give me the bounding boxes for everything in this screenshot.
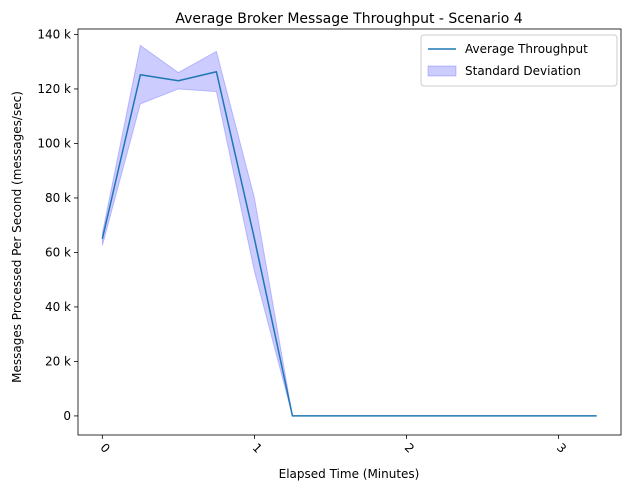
legend: Average Throughput Standard Deviation: [420, 34, 618, 87]
x-axis-label: Elapsed Time (Minutes): [279, 467, 420, 481]
chart-title: Average Broker Message Throughput - Scen…: [175, 11, 522, 27]
y-tick-label: 140 k: [37, 27, 71, 41]
y-tick-label: 100 k: [37, 136, 71, 150]
legend-average-throughput-label: Average Throughput: [465, 42, 588, 56]
y-tick-label: 40 k: [45, 300, 71, 314]
legend-standard-deviation-swatch: [427, 65, 457, 77]
y-tick-label: 80 k: [45, 191, 71, 205]
y-axis-ticks: 0 20 k 40 k 60 k 80 k 100 k 120 k 140 k: [37, 27, 78, 423]
plot-area: [101, 44, 597, 417]
y-axis-label: Messages Processed Per Second (messages/…: [10, 91, 24, 383]
y-tick-label: 20 k: [45, 354, 71, 368]
average-throughput-line: [101, 71, 597, 417]
x-tick-label: 1: [250, 441, 265, 456]
legend-standard-deviation-label: Standard Deviation: [465, 64, 581, 78]
y-tick-label: 0: [63, 409, 71, 423]
plot-frame: [77, 28, 622, 436]
x-tick-label: 3: [554, 441, 569, 456]
x-tick-label: 2: [402, 441, 417, 456]
legend-box: [420, 34, 618, 87]
y-tick-label: 60 k: [45, 245, 71, 259]
x-tick-label: 0: [98, 441, 113, 456]
standard-deviation-band: [101, 44, 597, 417]
y-tick-label: 120 k: [37, 82, 71, 96]
x-axis-ticks: 0 1 2 3: [98, 435, 569, 456]
